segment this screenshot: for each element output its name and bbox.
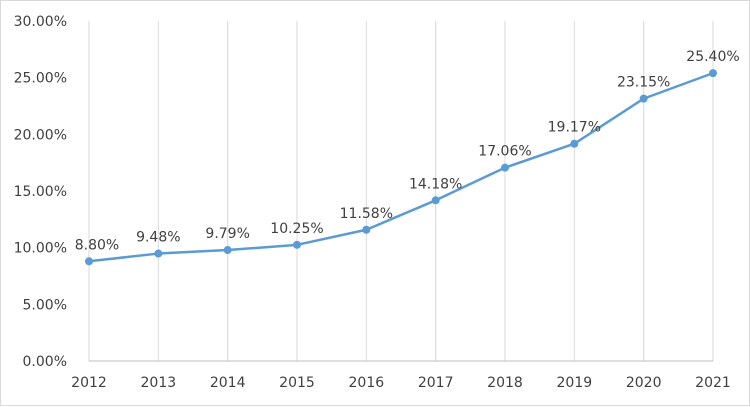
data-point-2016	[362, 225, 371, 234]
data-point-2020	[639, 94, 648, 103]
data-label-2018: 17.06%	[478, 144, 531, 160]
x-tick-label: 2017	[418, 375, 454, 391]
gridlines	[88, 21, 714, 361]
data-point-2019	[570, 139, 579, 148]
data-label-2014: 9.79%	[205, 226, 249, 242]
x-tick-label: 2021	[695, 375, 731, 391]
y-tick-label: 0.00%	[23, 354, 67, 370]
x-tick-label: 2012	[71, 375, 107, 391]
x-tick-label: 2015	[279, 375, 315, 391]
data-labels: 8.80% 9.48% 9.79% 10.25% 11.58% 14.18% 17.06% 1…	[75, 49, 740, 253]
x-tick-label: 2019	[557, 375, 593, 391]
y-tick-label: 5.00%	[23, 297, 67, 313]
data-label-2015: 10.25%	[270, 221, 323, 237]
data-point-2015	[293, 240, 301, 249]
y-tick-label: 25.00%	[14, 71, 67, 87]
x-tick-label: 2020	[626, 375, 662, 391]
x-tick-label: 2016	[349, 375, 385, 391]
series-line	[88, 71, 714, 263]
data-label-2020: 23.15%	[617, 75, 670, 91]
data-label-2013: 9.48%	[136, 230, 180, 246]
data-point-2017	[431, 196, 440, 205]
data-label-2017: 14.18%	[409, 176, 462, 192]
data-points	[85, 69, 717, 266]
y-tick-label: 10.00%	[14, 241, 67, 257]
data-label-2021: 25.40%	[686, 49, 739, 65]
data-label-2012: 8.80%	[75, 237, 119, 253]
y-axis-tick-labels: 0.00% 5.00% 10.00% 15.00% 20.00% 25.00% 30.00%	[14, 14, 67, 370]
data-point-2018	[501, 163, 509, 172]
data-point-2012	[85, 257, 93, 266]
data-point-2013	[154, 249, 163, 258]
x-tick-label: 2013	[141, 375, 177, 391]
y-tick-label: 15.00%	[14, 184, 67, 200]
x-tick-label: 2014	[210, 375, 246, 391]
y-tick-label: 20.00%	[14, 127, 67, 143]
data-point-2021	[709, 69, 717, 78]
y-tick-label: 30.00%	[14, 14, 67, 30]
data-label-2016: 11.58%	[340, 206, 393, 222]
x-tick-label: 2018	[487, 375, 523, 391]
data-label-2019: 19.17%	[548, 120, 601, 136]
data-point-2014	[223, 246, 232, 255]
x-axis-tick-labels: 2012 2013 2014 2015 2016 2017 2018 2019 2020 2021	[71, 375, 731, 391]
